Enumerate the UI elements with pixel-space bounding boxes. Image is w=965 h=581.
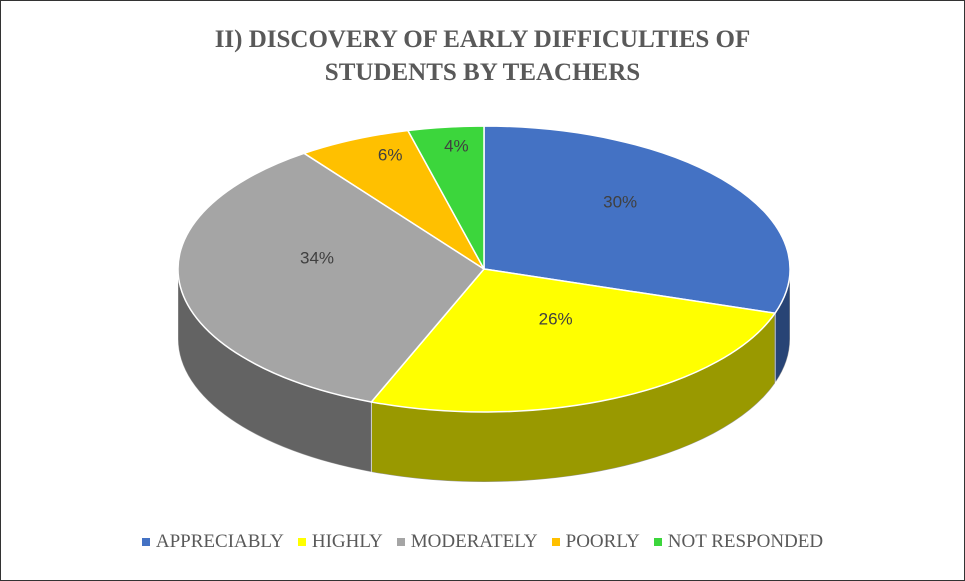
legend-label: HIGHLY [311,531,383,552]
slice [177,152,486,403]
legend-item: HIGHLY [297,531,383,553]
slice-side-shade [178,269,372,472]
legend-swatch [551,538,560,546]
data-label: 6% [378,145,403,164]
legend-item: POORLY [551,531,640,553]
legend-swatch [653,538,662,546]
legend-item: APPRECIABLY [141,531,284,553]
legend-label: MODERATELY [410,531,538,552]
legend-label: POORLY [565,531,640,552]
slice [406,125,485,270]
chart-title: II) DISCOVERY OF EARLY DIFFICULTIES OF S… [214,26,751,86]
slice [483,125,791,315]
legend-label: NOT RESPONDED [667,531,824,552]
data-label: 4% [444,136,469,155]
slice [369,268,777,413]
slice-side-shade [775,269,791,384]
legend-item: MODERATELY [396,531,538,553]
legend-swatch [396,538,405,546]
data-label: 34% [300,248,334,267]
data-label: 26% [539,310,573,329]
legend: APPRECIABLY HIGHLY MODERATELY POORLY NOT RES… [1,531,964,553]
legend-label: APPRECIABLY [155,531,284,552]
legend-swatch [141,538,150,546]
legend-item: NOT RESPONDED [653,531,824,553]
legend-swatch [297,538,306,546]
data-label: 30% [603,192,637,211]
slice-side-shade [371,313,776,482]
